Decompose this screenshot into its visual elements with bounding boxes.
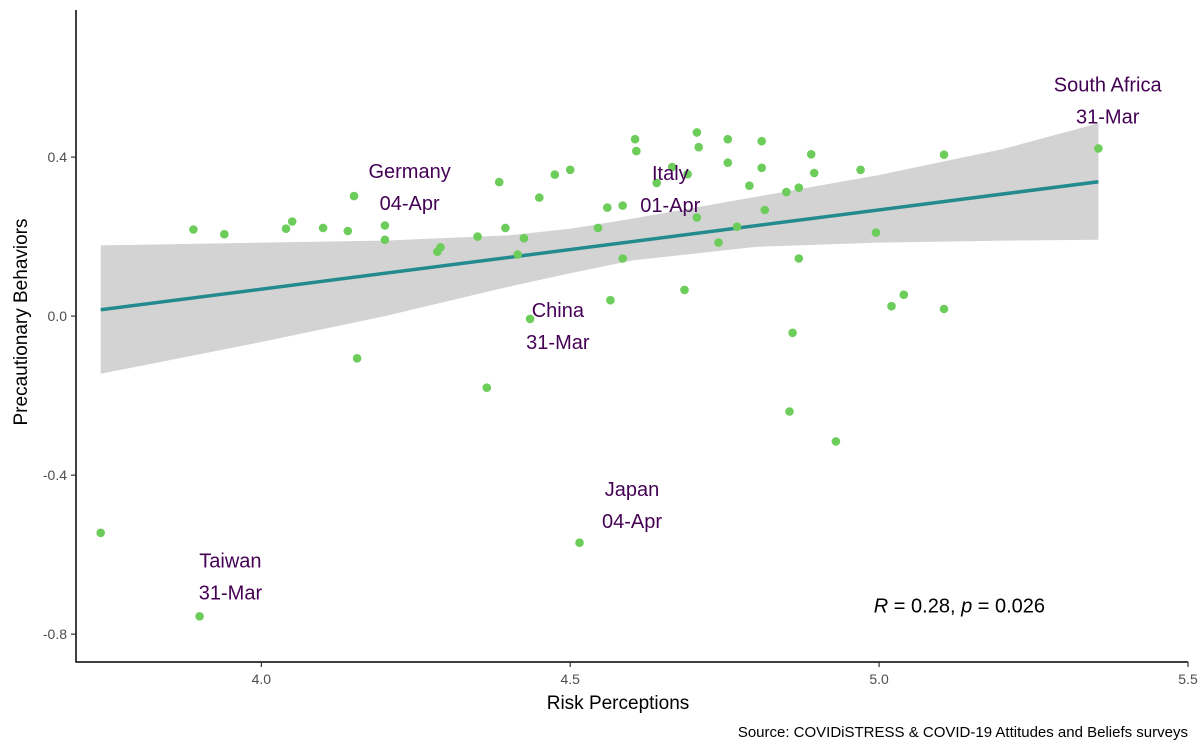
y-tick-label: -0.8 [43, 626, 67, 642]
data-point [694, 142, 703, 152]
correlation-stat: R = 0.28, p = 0.026 [874, 595, 1045, 617]
trend-line-layer [100, 180, 1099, 312]
data-point [667, 162, 677, 172]
data-point [550, 170, 560, 179]
data-point [535, 193, 544, 202]
data-point [782, 187, 791, 197]
data-point [899, 290, 909, 300]
annotation-date: 31-Mar [1076, 107, 1140, 129]
data-point [788, 328, 797, 338]
annotation-date: 31-Mar [199, 582, 263, 604]
data-point [683, 169, 692, 179]
data-point [494, 177, 504, 187]
data-point [436, 243, 445, 252]
data-point [482, 383, 492, 393]
p-value: = 0.026 [972, 595, 1045, 617]
data-point [343, 226, 353, 236]
data-point [809, 168, 819, 178]
data-point [189, 225, 198, 234]
y-axis-title: Precautionary Behaviors [11, 219, 32, 426]
data-point [856, 165, 865, 175]
data-point [618, 254, 627, 263]
data-point [794, 183, 804, 192]
data-point [723, 158, 733, 167]
x-tick-label: 4.0 [252, 671, 272, 687]
annotation-country: Germany [368, 161, 450, 183]
data-point [593, 223, 603, 233]
data-point [714, 238, 723, 247]
source-caption: Source: COVIDiSTRESS & COVID-19 Attitude… [738, 724, 1188, 741]
data-point [473, 232, 482, 241]
data-point [785, 407, 794, 416]
annotation-country: China [532, 300, 585, 322]
annotation-date: 04-Apr [380, 193, 440, 215]
data-point [606, 295, 615, 305]
data-point [281, 224, 291, 233]
data-point [794, 254, 804, 263]
data-point [513, 250, 522, 259]
data-point [939, 150, 949, 159]
data-point [831, 437, 841, 446]
data-point [871, 228, 881, 237]
data-point [565, 165, 575, 175]
data-point [630, 134, 640, 144]
data-point [575, 538, 584, 547]
x-tick-label: 5.5 [1178, 671, 1198, 687]
p-symbol: p [960, 595, 972, 617]
annotation-country: South Africa [1054, 75, 1163, 97]
x-tick-label: 4.5 [560, 671, 580, 687]
annotation-date: 31-Mar [526, 332, 590, 354]
data-point [380, 235, 390, 245]
data-point [380, 221, 390, 230]
data-point [692, 128, 702, 137]
y-tick-label: -0.4 [43, 467, 67, 483]
data-point [757, 136, 766, 146]
data-point [757, 163, 766, 173]
x-tick-label: 5.0 [869, 671, 889, 687]
r-symbol: R [874, 595, 888, 617]
data-points-layer [96, 128, 1103, 621]
data-point [525, 314, 535, 324]
data-point [501, 223, 510, 233]
data-point [1094, 144, 1103, 153]
data-point [745, 181, 754, 190]
axes-layer: 4.0 4.5 5.0 5.5 -0.8 -0.4 0.0 0.4 [43, 10, 1198, 687]
data-point [723, 134, 733, 144]
data-point [652, 178, 661, 188]
data-point [220, 229, 229, 239]
y-tick-label: 0.4 [48, 149, 68, 165]
data-point [760, 205, 770, 215]
data-point [939, 304, 949, 314]
annotation-country: Italy [652, 163, 689, 185]
annotation-date: 01-Apr [640, 195, 700, 217]
data-point [318, 223, 328, 233]
country-annotations-layer: South Africa 31-Mar Germany 04-Apr Italy 01-A… [199, 75, 1163, 605]
data-point [618, 201, 627, 210]
data-point [96, 528, 105, 538]
y-tick-label: 0.0 [48, 308, 68, 324]
annotation-country: Japan [605, 479, 660, 501]
data-point [632, 146, 641, 156]
annotation-date: 04-Apr [602, 511, 662, 533]
annotation-country: Taiwan [199, 550, 261, 572]
data-point [806, 150, 816, 159]
data-point [349, 191, 359, 201]
data-point [195, 612, 204, 621]
confidence-band [100, 123, 1099, 374]
data-point [287, 217, 297, 226]
data-point [519, 233, 529, 243]
regression-line [100, 180, 1099, 312]
data-point [352, 354, 362, 363]
data-point [692, 213, 702, 222]
data-point [887, 301, 896, 311]
confidence-band-layer [100, 123, 1099, 374]
data-point [680, 285, 689, 295]
r-value: = 0.28, [888, 595, 961, 617]
data-point [603, 203, 612, 212]
x-axis-title: Risk Perceptions [547, 693, 690, 714]
data-point [732, 222, 742, 231]
